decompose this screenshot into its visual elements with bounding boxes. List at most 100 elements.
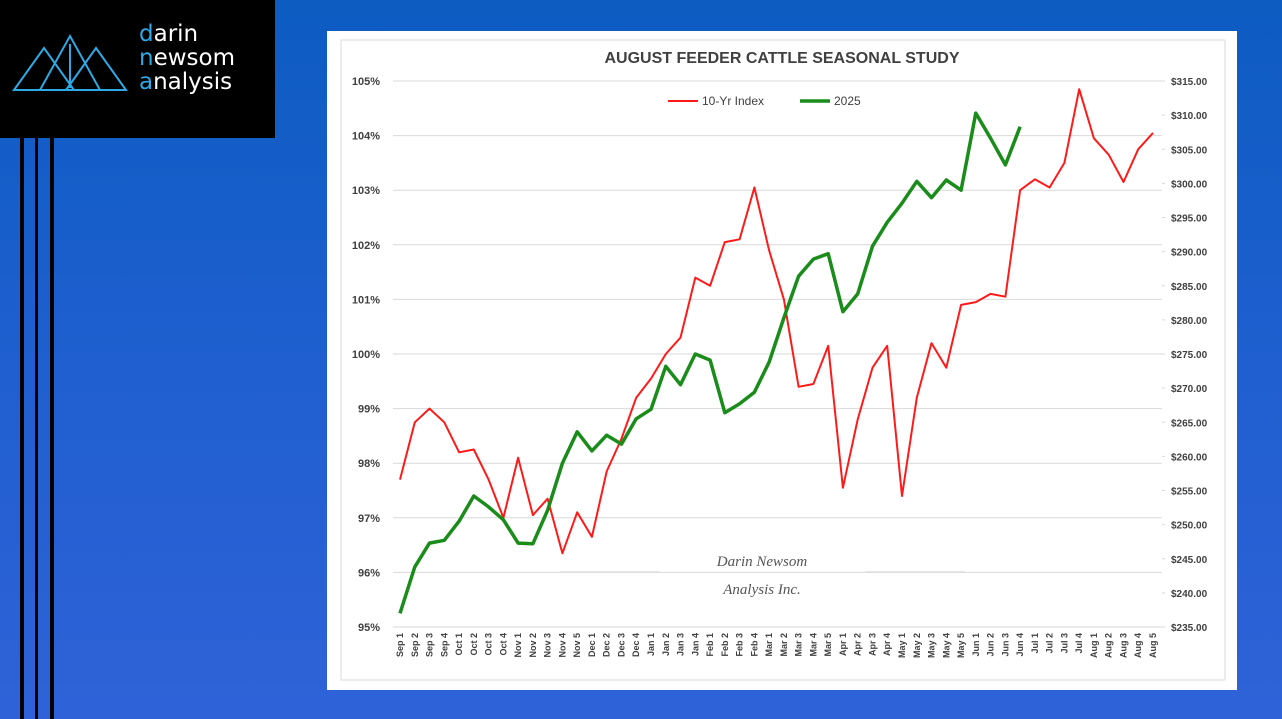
x-tick-label: Apr 2	[853, 633, 863, 656]
y2-tick-label: $290.00	[1171, 248, 1208, 259]
y2-tick-label: $310.00	[1171, 111, 1208, 122]
x-tick-label: Jan 1	[646, 633, 656, 656]
y-tick-label: 99%	[358, 404, 380, 416]
series-line	[398, 111, 1022, 614]
legend-label: 10-Yr Index	[702, 94, 764, 108]
x-tick-label: Apr 3	[867, 633, 877, 656]
logo: darin newsom analysis	[0, 0, 275, 138]
chart-border	[340, 39, 1226, 681]
chart-card: AUGUST FEEDER CATTLE SEASONAL STUDY Dari…	[327, 31, 1237, 690]
x-tick-label: Nov 1	[513, 633, 523, 658]
x-tick-label: May 2	[912, 633, 922, 658]
x-tick-label: Aug 2	[1104, 633, 1114, 658]
logo-line: darin	[139, 21, 199, 47]
x-tick-label: Jul 4	[1074, 633, 1084, 654]
x-tick-label: Oct 2	[469, 633, 479, 656]
y-tick-label: 95%	[358, 622, 380, 634]
y-tick-label: 103%	[352, 185, 380, 197]
y2-tick-label: $305.00	[1171, 145, 1208, 156]
chart-title: AUGUST FEEDER CATTLE SEASONAL STUDY	[605, 50, 960, 67]
x-tick-label: Feb 4	[749, 633, 759, 657]
x-tick-label: Sep 2	[410, 633, 420, 657]
y2-tick-label: $285.00	[1171, 282, 1208, 293]
decor-bar	[20, 138, 24, 719]
watermark: Analysis Inc.	[722, 582, 800, 598]
x-tick-label: Nov 3	[543, 633, 553, 658]
x-tick-label: Dec 3	[616, 633, 626, 657]
x-tick-label: Dec 2	[602, 633, 612, 657]
x-tick-label: Jun 2	[986, 633, 996, 657]
x-tick-label: Aug 5	[1148, 633, 1158, 658]
x-tick-label: Apr 1	[838, 633, 848, 656]
x-tick-label: Nov 4	[557, 633, 567, 658]
x-tick-label: Jun 3	[1000, 633, 1010, 657]
x-tick-label: Mar 4	[808, 633, 818, 657]
x-tick-label: Sep 3	[425, 633, 435, 657]
x-tick-label: Jul 1	[1030, 633, 1040, 654]
x-tick-label: Dec 4	[631, 633, 641, 657]
y2-tick-label: $250.00	[1171, 521, 1208, 532]
x-tick-label: Nov 2	[528, 633, 538, 658]
x-tick-label: Oct 3	[484, 633, 494, 656]
y-tick-label: 105%	[352, 76, 380, 88]
y-tick-label: 102%	[352, 240, 380, 252]
x-tick-label: Aug 3	[1118, 633, 1128, 658]
x-tick-label: Oct 1	[454, 633, 464, 656]
x-tick-label: Feb 3	[735, 633, 745, 657]
y2-tick-label: $255.00	[1171, 487, 1208, 498]
x-tick-label: Feb 2	[720, 633, 730, 657]
y2-tick-label: $265.00	[1171, 418, 1208, 429]
logo-line: newsom	[139, 45, 235, 71]
x-tick-label: Jul 2	[1045, 633, 1055, 654]
x-tick-label: Jan 4	[690, 633, 700, 656]
x-tick-label: Nov 5	[572, 633, 582, 658]
x-tick-label: May 4	[941, 633, 951, 658]
series-line	[399, 88, 1154, 555]
x-tick-label: Jul 3	[1059, 633, 1069, 654]
x-tick-label: Jun 4	[1015, 633, 1025, 657]
decor-bar	[35, 138, 38, 719]
y2-tick-label: $280.00	[1171, 316, 1208, 327]
logo-line: analysis	[139, 69, 233, 95]
x-tick-label: Dec 1	[587, 633, 597, 657]
y2-tick-label: $240.00	[1171, 589, 1208, 600]
x-tick-label: Sep 1	[395, 633, 405, 657]
x-tick-label: Mar 1	[764, 633, 774, 657]
logo-icon	[12, 33, 128, 91]
x-tick-label: May 5	[956, 633, 966, 658]
y2-tick-label: $235.00	[1171, 623, 1208, 634]
x-tick-label: Oct 4	[498, 633, 508, 656]
y-tick-label: 100%	[352, 349, 380, 361]
x-tick-label: Jan 3	[676, 633, 686, 656]
x-tick-label: Mar 5	[823, 633, 833, 657]
y-tick-label: 98%	[358, 458, 380, 470]
x-tick-label: Jan 2	[661, 633, 671, 656]
y2-tick-label: $260.00	[1171, 452, 1208, 463]
legend-label: 2025	[834, 94, 861, 108]
logo-text: darin newsom analysis	[139, 22, 235, 94]
x-tick-label: Aug 1	[1089, 633, 1099, 658]
x-tick-label: Aug 4	[1133, 633, 1143, 658]
x-tick-label: Mar 3	[794, 633, 804, 657]
x-tick-label: May 1	[897, 633, 907, 658]
y2-tick-label: $315.00	[1171, 77, 1208, 88]
decor-bar	[50, 138, 54, 719]
watermark: Darin Newsom	[716, 554, 808, 570]
x-tick-label: Sep 4	[439, 633, 449, 657]
y-tick-label: 96%	[358, 567, 380, 579]
x-tick-label: Mar 2	[779, 633, 789, 657]
x-tick-label: Feb 1	[705, 633, 715, 657]
y2-tick-label: $270.00	[1171, 384, 1208, 395]
y2-tick-label: $300.00	[1171, 179, 1208, 190]
y-tick-label: 104%	[352, 131, 380, 143]
y2-tick-label: $245.00	[1171, 555, 1208, 566]
x-tick-label: Apr 4	[882, 633, 892, 656]
y-tick-label: 97%	[358, 513, 380, 525]
x-tick-label: May 3	[927, 633, 937, 658]
chart: AUGUST FEEDER CATTLE SEASONAL STUDY Dari…	[340, 39, 1226, 681]
y-tick-label: 101%	[352, 294, 380, 306]
y2-tick-label: $275.00	[1171, 350, 1208, 361]
x-tick-label: Jun 1	[971, 633, 981, 657]
y2-tick-label: $295.00	[1171, 214, 1208, 225]
